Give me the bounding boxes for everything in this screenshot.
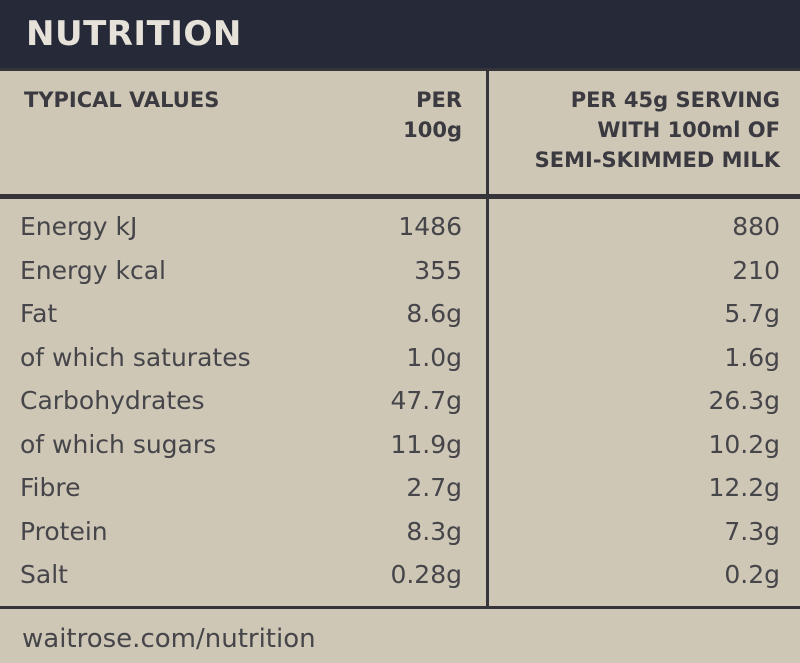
- value-per-100g: 1486: [398, 212, 462, 241]
- title-bar: NUTRITION: [0, 0, 800, 68]
- value-per-100g: 2.7g: [406, 473, 462, 502]
- nutrient-name: Fat: [20, 299, 58, 328]
- footer-link: waitrose.com/nutrition: [22, 624, 316, 654]
- rule: [0, 68, 800, 71]
- value-per-100g: 47.7g: [390, 386, 462, 415]
- value-per-100g: 11.9g: [390, 429, 462, 459]
- column-header: TYPICAL VALUES: [24, 88, 220, 112]
- value-per-100g: 1.0g: [406, 342, 462, 372]
- value-per-serving: 880: [732, 212, 780, 241]
- nutrient-name: Protein: [20, 516, 108, 546]
- value-per-serving: 0.2g: [724, 560, 780, 589]
- value-per-100g: 0.28g: [390, 560, 462, 589]
- value-per-serving: 26.3g: [708, 386, 780, 415]
- column-header: PER 45g SERVING: [570, 88, 780, 112]
- nutrient-name: of which saturates: [20, 342, 251, 372]
- value-per-serving: 5.7g: [724, 299, 780, 328]
- value-per-serving: 10.2g: [708, 429, 780, 459]
- column-header: 100g: [403, 118, 462, 142]
- column-divider: [486, 68, 489, 608]
- nutrient-name: Fibre: [20, 473, 81, 502]
- value-per-100g: 8.3g: [406, 516, 462, 546]
- nutrient-name: Energy kcal: [20, 255, 166, 285]
- value-per-serving: 210: [732, 255, 780, 285]
- nutrient-name: Energy kJ: [20, 212, 138, 241]
- column-header: PER: [416, 88, 462, 112]
- value-per-100g: 8.6g: [406, 299, 462, 328]
- value-per-serving: 1.6g: [724, 342, 780, 372]
- rule: [0, 194, 800, 199]
- column-header: SEMI-SKIMMED MILK: [534, 148, 780, 172]
- title: NUTRITION: [26, 14, 242, 54]
- value-per-serving: 12.2g: [708, 473, 780, 502]
- nutrient-name: of which sugars: [20, 429, 217, 459]
- nutrient-name: Salt: [20, 560, 68, 589]
- nutrient-name: Carbohydrates: [20, 386, 205, 415]
- rule: [0, 606, 800, 609]
- value-per-100g: 355: [414, 255, 462, 285]
- value-per-serving: 7.3g: [724, 516, 780, 546]
- column-header: WITH 100ml OF: [597, 118, 780, 142]
